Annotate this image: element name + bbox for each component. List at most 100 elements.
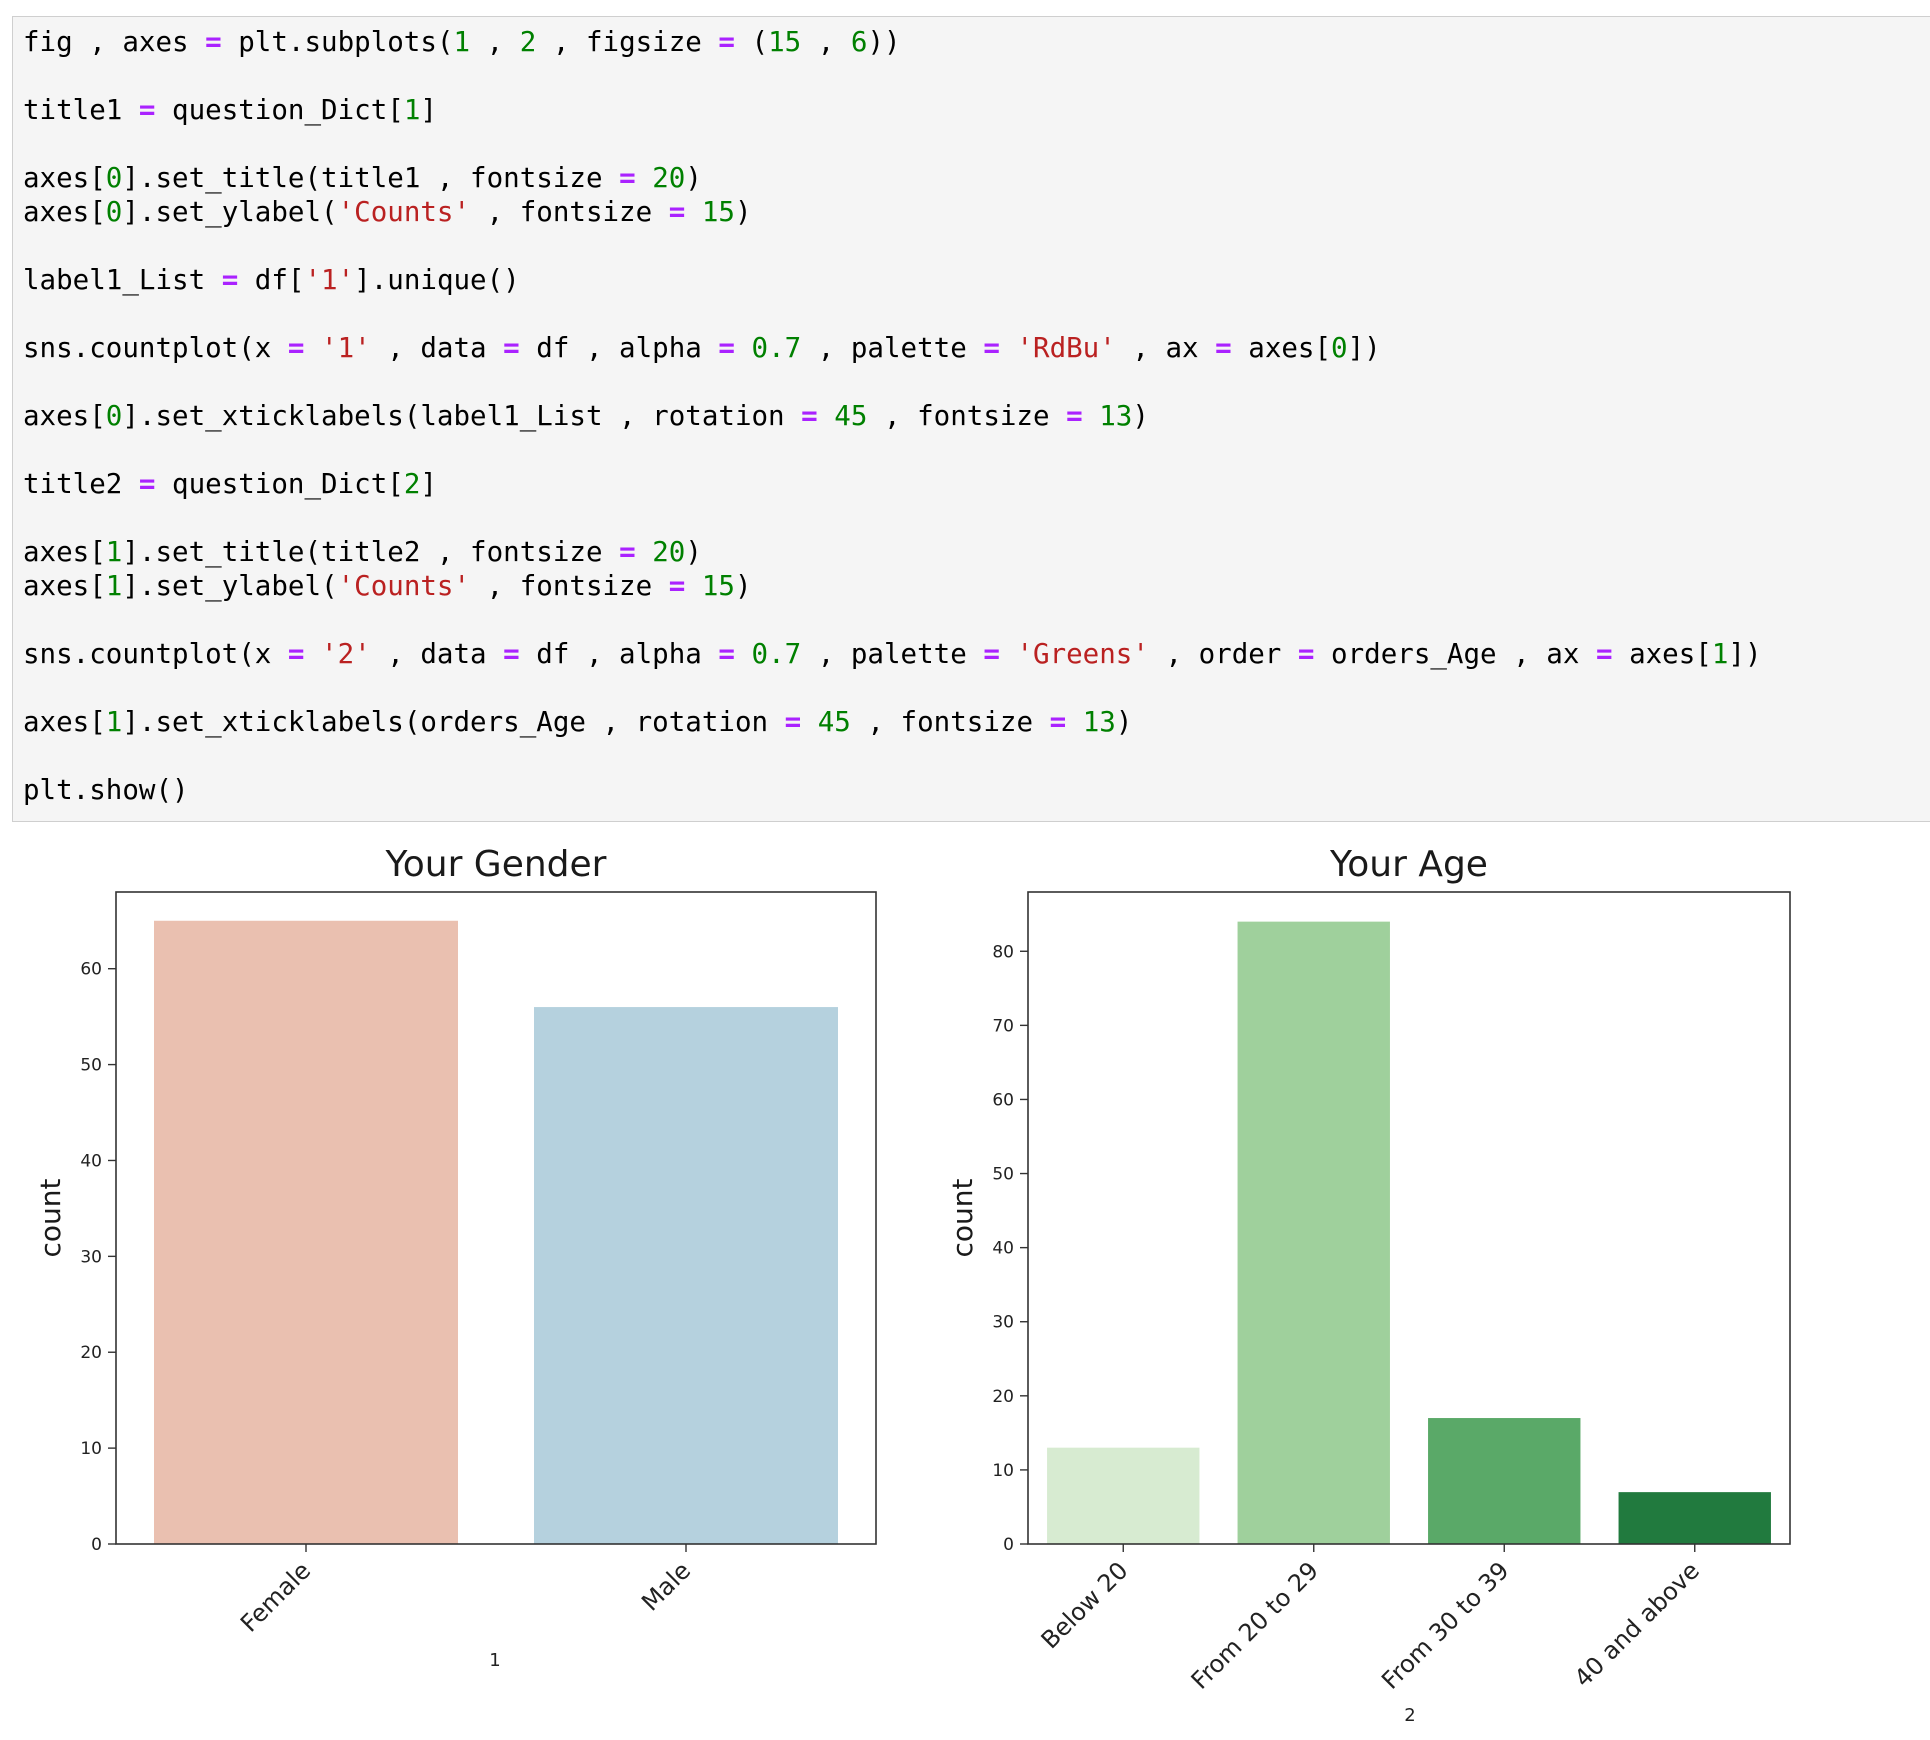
code-line: axes[0].set_xticklabels(label1_List , ro… bbox=[23, 400, 1149, 432]
code-token: plt.subplots( bbox=[221, 26, 454, 58]
y-tick-label: 40 bbox=[80, 1151, 102, 1171]
code-line: plt.show() bbox=[23, 774, 189, 806]
code-token-op: = bbox=[668, 570, 686, 602]
code-token: ].unique() bbox=[354, 264, 520, 296]
chart-title: Your Gender bbox=[385, 844, 607, 885]
code-line: axes[0].set_title(title1 , fontsize = 20… bbox=[23, 162, 702, 194]
code-token: axes[ bbox=[23, 536, 106, 568]
code-token: ]) bbox=[1347, 332, 1381, 364]
bar-below-20 bbox=[1047, 1447, 1200, 1544]
code-cell[interactable]: fig , axes = plt.subplots(1 , 2 , figsiz… bbox=[12, 16, 1930, 822]
code-token: ].set_ylabel( bbox=[122, 196, 338, 228]
y-tick-label: 20 bbox=[992, 1387, 1014, 1407]
code-token bbox=[636, 162, 653, 194]
code-token-str: '1' bbox=[304, 264, 355, 296]
code-token: , fontsize bbox=[470, 570, 669, 602]
x-axis-label: 1 bbox=[489, 1650, 500, 1671]
code-token: )) bbox=[867, 26, 901, 58]
code-token-num: 0 bbox=[105, 196, 123, 228]
code-token bbox=[1083, 400, 1100, 432]
x-tick-label: From 20 to 29 bbox=[1186, 1556, 1324, 1694]
code-editor[interactable]: fig , axes = plt.subplots(1 , 2 , figsiz… bbox=[13, 17, 1930, 807]
code-token: axes[ bbox=[23, 706, 106, 738]
code-token: , bbox=[801, 26, 851, 58]
plot-frame bbox=[115, 891, 877, 1545]
code-line: sns.countplot(x = '1' , data = df , alph… bbox=[23, 332, 1381, 364]
code-token: fig , axes bbox=[23, 26, 206, 58]
code-token-op: = bbox=[718, 26, 735, 58]
code-token bbox=[304, 638, 321, 670]
code-token-op: = bbox=[138, 468, 156, 500]
code-token-num: 2 bbox=[519, 26, 537, 58]
code-token bbox=[304, 332, 321, 364]
code-token: label1_List bbox=[23, 264, 222, 296]
code-token-op: = bbox=[287, 332, 305, 364]
code-token: ]) bbox=[1728, 638, 1762, 670]
y-tick-label: 30 bbox=[80, 1247, 102, 1267]
code-line: axes[1].set_xticklabels(orders_Age , rot… bbox=[23, 706, 1132, 738]
code-token-num: 45 bbox=[817, 706, 851, 738]
code-token: ].set_ylabel( bbox=[122, 570, 338, 602]
code-token: df , alpha bbox=[519, 332, 719, 364]
code-token-num: 45 bbox=[834, 400, 868, 432]
y-tick-label: 0 bbox=[91, 1535, 102, 1555]
code-token-num: 2 bbox=[403, 468, 421, 500]
code-token: axes[ bbox=[23, 196, 106, 228]
code-token-op: = bbox=[205, 26, 222, 58]
x-tick-label: Below 20 bbox=[1036, 1556, 1134, 1654]
code-token: title1 bbox=[23, 94, 139, 126]
x-axis-label: 2 bbox=[1404, 1705, 1415, 1726]
code-token-op: = bbox=[983, 638, 1000, 670]
code-token: , palette bbox=[801, 332, 984, 364]
code-token-num: 6 bbox=[850, 26, 868, 58]
bar-from-30-to-39 bbox=[1428, 1418, 1581, 1544]
code-line: fig , axes = plt.subplots(1 , 2 , figsiz… bbox=[23, 26, 901, 58]
code-token-num: 15 bbox=[768, 26, 802, 58]
code-token-op: = bbox=[1066, 400, 1083, 432]
code-line: title1 = question_Dict[1] bbox=[23, 94, 437, 126]
code-token: , ax bbox=[1115, 332, 1216, 364]
code-token-num: 13 bbox=[1099, 400, 1133, 432]
x-tick-label: Female bbox=[235, 1556, 316, 1637]
code-token-op: = bbox=[287, 638, 305, 670]
code-token-op: = bbox=[1215, 332, 1232, 364]
chart-title: Your Age bbox=[1329, 844, 1488, 885]
code-token-op: = bbox=[1049, 706, 1067, 738]
y-tick-label: 60 bbox=[80, 960, 102, 980]
code-token: , figsize bbox=[536, 26, 719, 58]
code-token-num: 1 bbox=[1711, 638, 1729, 670]
y-axis-label: count bbox=[34, 1178, 67, 1257]
code-token-op: = bbox=[138, 94, 156, 126]
code-token: , data bbox=[370, 638, 504, 670]
code-token-num: 1 bbox=[453, 26, 471, 58]
code-token-op: = bbox=[221, 264, 239, 296]
bar-40-and-above bbox=[1618, 1492, 1771, 1544]
y-tick-label: 20 bbox=[80, 1343, 102, 1363]
code-token-str: '1' bbox=[321, 332, 371, 364]
code-token: ] bbox=[420, 468, 437, 500]
code-token-str: 'RdBu' bbox=[1016, 332, 1116, 364]
code-token: ) bbox=[734, 196, 752, 228]
code-token-num: 20 bbox=[652, 162, 686, 194]
code-token: ].set_xticklabels(label1_List , rotation bbox=[122, 400, 802, 432]
code-token-num: 20 bbox=[652, 536, 686, 568]
chart-1: Your Gender 0 10 20 30 40 50 60 Female Male count 1 bbox=[34, 844, 877, 1671]
code-token-str: '2' bbox=[321, 638, 371, 670]
y-axis-label: count bbox=[946, 1178, 979, 1257]
code-token-op: = bbox=[784, 706, 802, 738]
code-token: , fontsize bbox=[867, 400, 1067, 432]
code-token-num: 0 bbox=[1331, 332, 1348, 364]
code-line: label1_List = df['1'].unique() bbox=[23, 264, 520, 296]
code-token: , bbox=[470, 26, 520, 58]
x-tick-label: 40 and above bbox=[1569, 1556, 1705, 1692]
bar-female bbox=[154, 920, 458, 1544]
code-token-op: = bbox=[718, 332, 735, 364]
code-token: ].set_title(title1 , fontsize bbox=[122, 162, 620, 194]
code-token-op: = bbox=[619, 536, 636, 568]
code-token: , fontsize bbox=[850, 706, 1050, 738]
y-tick-label: 60 bbox=[992, 1090, 1014, 1110]
code-token bbox=[735, 638, 752, 670]
code-token-str: 'Counts' bbox=[337, 570, 471, 602]
x-tick-label: From 30 to 39 bbox=[1376, 1556, 1514, 1694]
